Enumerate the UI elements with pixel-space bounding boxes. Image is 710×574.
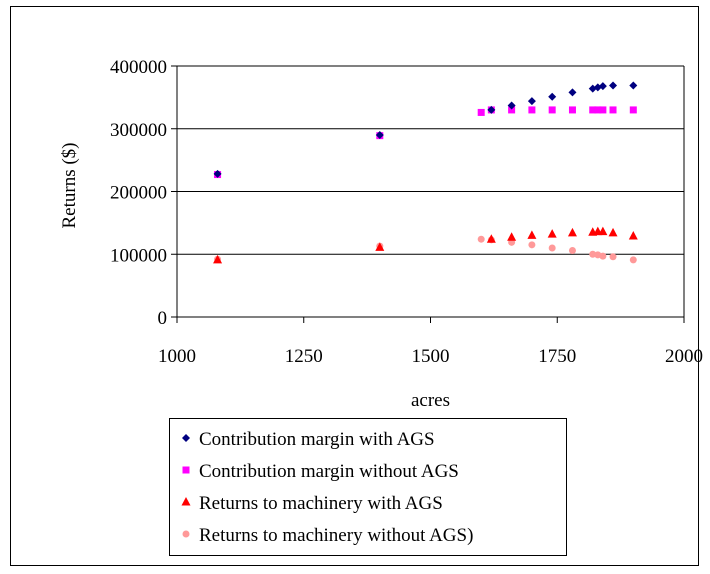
y-tick-label: 400000 bbox=[110, 57, 167, 78]
data-point-triangle bbox=[598, 226, 608, 236]
y-tick-label: 200000 bbox=[110, 183, 167, 204]
data-point-square bbox=[477, 108, 485, 116]
data-point-diamond bbox=[629, 81, 638, 90]
data-point-triangle bbox=[567, 227, 577, 237]
tick-labels: 0 100000 200000 300000 400000 1000 1250 1500 175… bbox=[110, 57, 703, 367]
y-tick-label: 300000 bbox=[110, 120, 167, 141]
data-point-diamond bbox=[598, 82, 607, 91]
series-circle-points bbox=[214, 235, 637, 264]
data-point-square bbox=[589, 106, 597, 114]
data-point-triangle bbox=[608, 227, 618, 237]
data-point-square bbox=[508, 106, 516, 114]
legend-marker-circle bbox=[182, 530, 190, 538]
legend-marker-diamond bbox=[182, 434, 190, 442]
data-point-diamond bbox=[507, 101, 516, 110]
data-point-diamond bbox=[375, 131, 384, 140]
axes bbox=[171, 65, 685, 323]
data-point-circle bbox=[629, 256, 637, 264]
legend-box bbox=[169, 418, 567, 556]
y-axis-title: Returns ($) bbox=[59, 142, 80, 228]
data-point-circle bbox=[589, 250, 597, 258]
data-point-circle bbox=[609, 253, 617, 261]
series-diamond-points bbox=[213, 81, 638, 178]
data-point-diamond bbox=[213, 169, 222, 178]
data-point-triangle bbox=[486, 234, 496, 243]
data-point-circle bbox=[548, 244, 556, 252]
data-point-square bbox=[609, 106, 617, 114]
data-point-diamond bbox=[527, 97, 536, 106]
y-tick-label: 0 bbox=[158, 308, 168, 329]
data-point-diamond bbox=[609, 81, 618, 90]
data-point-triangle bbox=[375, 242, 385, 251]
data-point-square bbox=[548, 106, 556, 114]
data-point-circle bbox=[477, 235, 485, 243]
grid-lines bbox=[177, 65, 684, 255]
legend-label: Returns to machinery with AGS bbox=[199, 493, 443, 514]
data-point-triangle bbox=[547, 229, 557, 238]
series-triangle-points bbox=[213, 226, 638, 264]
legend-marker-square bbox=[182, 466, 190, 474]
x-tick-label: 1250 bbox=[285, 346, 323, 367]
x-tick-label: 1500 bbox=[412, 346, 450, 367]
data-point-square bbox=[599, 106, 607, 114]
data-point-triangle bbox=[507, 232, 517, 241]
y-tick-label: 100000 bbox=[110, 245, 167, 266]
data-point-square bbox=[629, 106, 637, 114]
data-point-square bbox=[528, 106, 536, 114]
x-tick-label: 1750 bbox=[538, 346, 576, 367]
data-point-diamond bbox=[487, 105, 496, 114]
data-points bbox=[213, 81, 638, 264]
data-point-circle bbox=[528, 241, 536, 249]
x-tick-label: 2000 bbox=[665, 346, 703, 367]
legend-marker-triangle bbox=[181, 497, 191, 506]
data-point-triangle bbox=[527, 230, 537, 239]
legend-label: Returns to machinery without AGS) bbox=[199, 525, 473, 546]
data-point-triangle bbox=[213, 254, 223, 264]
data-point-diamond bbox=[568, 88, 577, 97]
legend-label: Contribution margin with AGS bbox=[199, 429, 435, 450]
data-point-circle bbox=[599, 252, 607, 260]
data-point-circle bbox=[568, 246, 576, 254]
data-point-square bbox=[594, 106, 602, 114]
data-point-triangle bbox=[628, 231, 638, 240]
series-square-points bbox=[214, 106, 637, 179]
x-axis-title: acres bbox=[411, 390, 450, 411]
legend-label: Contribution margin without AGS bbox=[199, 461, 459, 482]
legend: Contribution margin with AGS Contribution… bbox=[169, 418, 567, 556]
data-point-square bbox=[568, 106, 576, 114]
x-tick-label: 1000 bbox=[158, 346, 196, 367]
data-point-diamond bbox=[548, 92, 557, 101]
